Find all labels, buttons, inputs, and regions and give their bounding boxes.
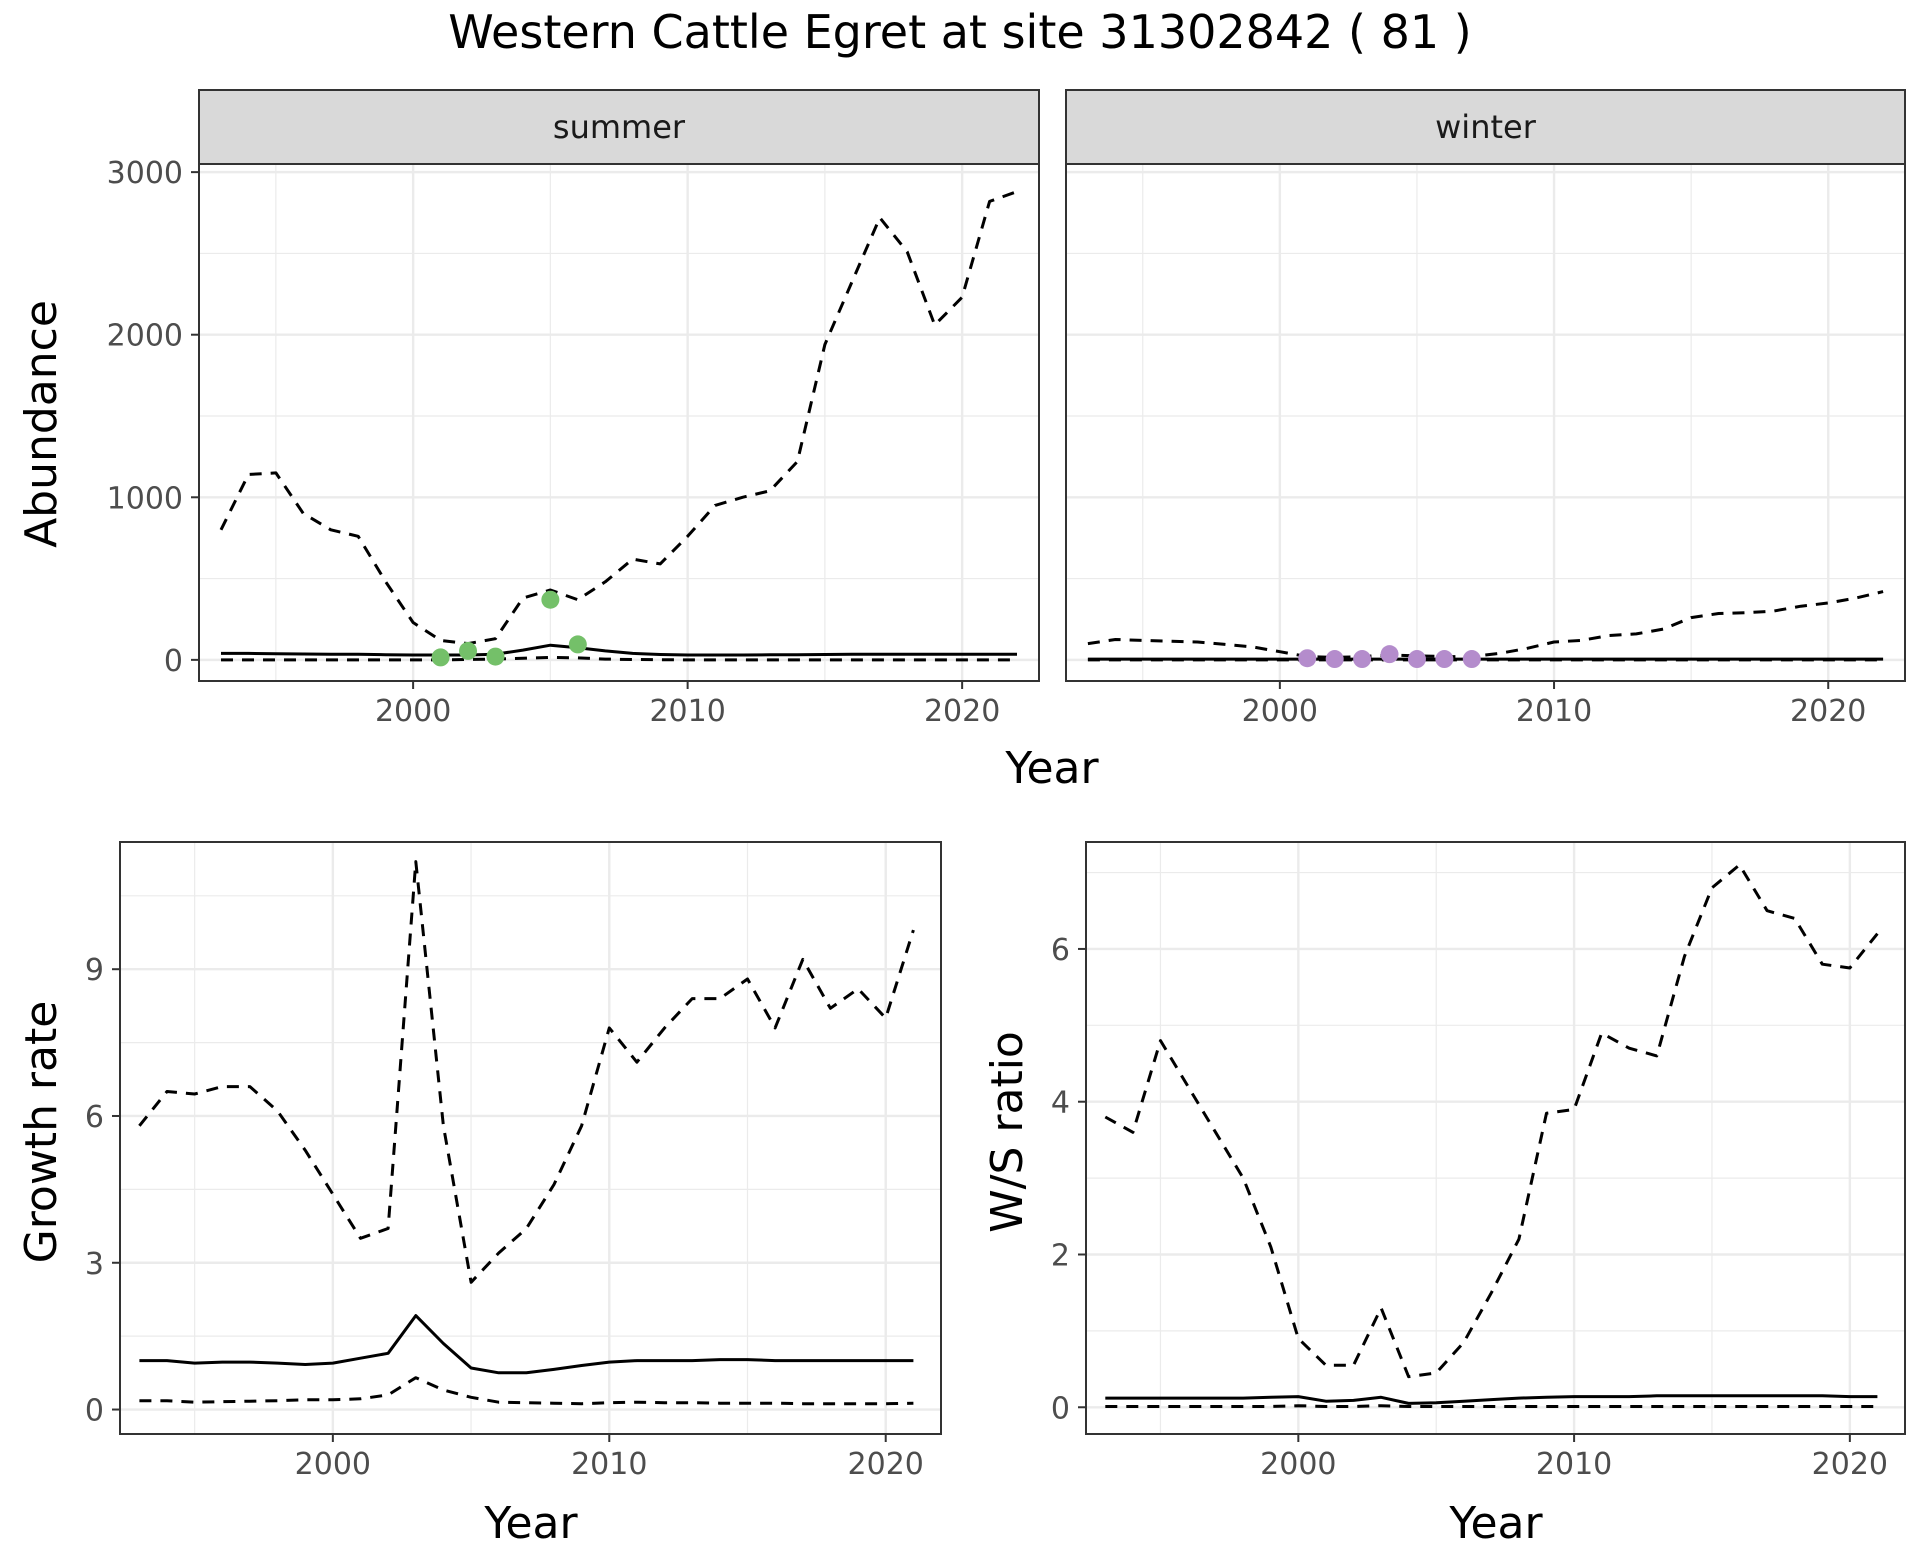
- winter-data-point: [1435, 650, 1454, 669]
- winter-x-tick-label: 2000: [1242, 694, 1318, 729]
- abundance-winter-panel: winter 2000 2010 2020: [1065, 89, 1906, 729]
- summer-plot-area: [199, 164, 1039, 681]
- winter-x-tick-label: 2010: [1516, 694, 1592, 729]
- summer-data-point: [568, 635, 587, 654]
- growth-plot-area: [120, 842, 941, 1434]
- winter-data-point: [1407, 650, 1426, 669]
- ratio-x-tick-label: 2020: [1812, 1447, 1888, 1482]
- growth-series-dashed-1: [138, 860, 915, 1284]
- growth-y-axis-title: Growth rate: [16, 1001, 67, 1264]
- winter-data-point: [1380, 645, 1399, 664]
- growth-y-tick-label: 6: [85, 1100, 104, 1135]
- summer-y-tick-label: 1000: [107, 481, 183, 516]
- winter-data-point: [1353, 650, 1372, 669]
- summer-y-tick-label: 2000: [107, 319, 183, 354]
- growth-series-dashed-2: [139, 1376, 914, 1406]
- abundance-x-axis-title: Year: [1004, 743, 1099, 794]
- growth-y-tick-label: 9: [85, 953, 104, 988]
- ws-ratio-panel: 2000 2010 2020 0 2 4 6: [1051, 841, 1906, 1482]
- abundance-y-axis-title: Abundance: [16, 300, 67, 548]
- growth-x-axis-title: Year: [483, 1498, 578, 1549]
- winter-data-point: [1325, 650, 1344, 669]
- growth-panel-border: [119, 841, 942, 1435]
- summer-strip-label: summer: [553, 108, 686, 146]
- winter-strip-label: winter: [1435, 108, 1537, 146]
- ratio-y-tick-label: 2: [1051, 1238, 1070, 1273]
- growth-rate-panel: 2000 2010 2020 0 3 6 9: [85, 841, 942, 1482]
- ratio-x-axis-title: Year: [1448, 1498, 1543, 1549]
- summer-panel-border: [198, 163, 1040, 682]
- summer-series-solid-0: [221, 643, 1017, 657]
- ratio-y-tick-label: 6: [1051, 933, 1070, 968]
- abundance-summer-panel: summer 2000 2010 2020 0 1000 2000 3000: [107, 89, 1040, 729]
- ratio-panel-border: [1085, 841, 1906, 1435]
- summer-x-tick-label: 2020: [924, 694, 1000, 729]
- summer-y-tick-label: 3000: [107, 156, 183, 191]
- winter-data-point: [1462, 650, 1481, 669]
- main-title: Western Cattle Egret at site 31302842 ( …: [448, 5, 1471, 59]
- summer-data-point: [541, 590, 560, 609]
- summer-series-dashed-2: [221, 655, 1017, 662]
- ratio-series-solid-0: [1105, 1394, 1878, 1405]
- winter-x-tick-label: 2020: [1790, 694, 1866, 729]
- ratio-y-axis-title: W/S ratio: [982, 1031, 1033, 1233]
- ratio-y-tick-label: 4: [1051, 1086, 1070, 1121]
- summer-y-tick-label: 0: [164, 644, 183, 679]
- summer-data-point: [459, 641, 478, 660]
- summer-series-dashed-1: [219, 190, 1018, 646]
- winter-series-dashed-1: [1087, 590, 1884, 659]
- ratio-series-dashed-2: [1105, 1404, 1878, 1408]
- ratio-y-tick-label: 0: [1051, 1391, 1070, 1426]
- summer-x-tick-label: 2000: [375, 694, 451, 729]
- ratio-x-tick-label: 2010: [1536, 1447, 1612, 1482]
- winter-strip: [1065, 89, 1906, 165]
- ratio-plot-area: [1086, 842, 1905, 1434]
- summer-data-point: [486, 647, 505, 666]
- summer-strip: [198, 89, 1040, 165]
- growth-y-tick-label: 0: [85, 1394, 104, 1429]
- growth-x-tick-label: 2010: [571, 1447, 647, 1482]
- growth-x-tick-label: 2020: [848, 1447, 924, 1482]
- growth-series-solid-0: [139, 1314, 914, 1375]
- winter-plot-area: [1066, 164, 1905, 681]
- summer-data-point: [431, 648, 450, 667]
- growth-x-tick-label: 2000: [295, 1447, 371, 1482]
- ratio-series-dashed-1: [1104, 863, 1879, 1379]
- ratio-x-tick-label: 2000: [1260, 1447, 1336, 1482]
- winter-data-point: [1298, 649, 1317, 668]
- growth-y-tick-label: 3: [85, 1247, 104, 1282]
- winter-panel-border: [1065, 163, 1906, 682]
- summer-x-tick-label: 2010: [649, 694, 725, 729]
